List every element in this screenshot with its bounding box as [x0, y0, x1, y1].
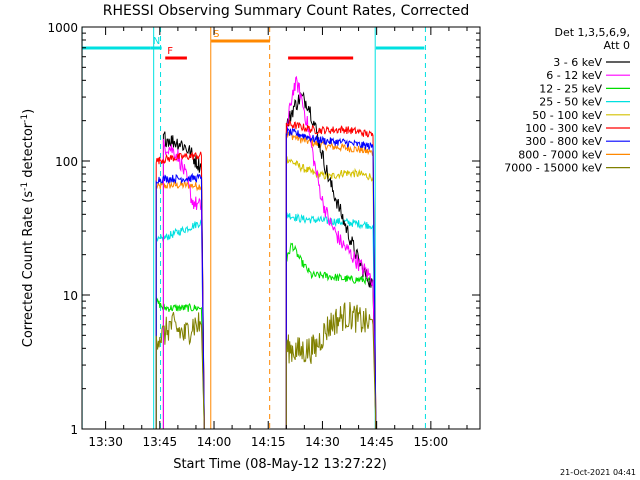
series-line-50-100-kev	[285, 156, 377, 430]
state-bar-label: N	[153, 36, 160, 47]
legend-entry-label: 300 - 800 keV	[525, 135, 602, 148]
y-axis-label-sup2: -1	[20, 114, 30, 123]
y-axis-label-sup1: -1	[20, 182, 30, 191]
legend-header-detectors: Det 1,3,5,6,9,	[554, 26, 630, 39]
legend-entry-label: 25 - 50 keV	[539, 96, 602, 109]
legend-entry-label: 12 - 25 keV	[539, 82, 602, 95]
y-tick-label: 1000	[47, 21, 78, 35]
x-tick-label: 14:15	[251, 435, 286, 449]
legend-entry-label: 50 - 100 keV	[532, 109, 602, 122]
y-axis-label: Corrected Count Rate (s-1 detector-1)	[20, 109, 36, 347]
legend-entry-label: 800 - 7000 keV	[518, 148, 602, 161]
series-line-7000-15000-kev	[285, 301, 377, 430]
series-line-300-800-kev	[155, 172, 205, 430]
x-tick-label: 14:45	[359, 435, 394, 449]
x-axis-label: Start Time (08-May-12 13:27:22)	[173, 457, 387, 472]
series-line-12-25-kev	[285, 242, 377, 430]
state-bars: N S F	[82, 29, 425, 60]
plot-frame	[81, 26, 481, 430]
state-bar-label: F	[167, 46, 173, 57]
legend-entry-label: 6 - 12 keV	[546, 69, 602, 82]
chart-title: RHESSI Observing Summary Count Rates, Co…	[103, 3, 469, 19]
x-axis-ticks: 13:30 13:45 14:00 14:15 14:30 14:45 15:00	[88, 27, 468, 449]
y-tick-label: 100	[55, 155, 78, 169]
series-line-300-800-kev	[285, 127, 377, 430]
x-tick-label: 13:30	[88, 435, 123, 449]
x-tick-label: 14:30	[305, 435, 340, 449]
series-lines	[155, 75, 377, 430]
y-axis-ticks: 1 10 100 1000	[47, 21, 480, 437]
y-axis-label-main: Corrected Count Rate (s	[21, 191, 36, 348]
x-tick-label: 15:00	[414, 435, 449, 449]
y-tick-label: 1	[70, 423, 78, 437]
series-line-6-12-kev	[285, 75, 377, 430]
x-tick-label: 13:45	[143, 435, 178, 449]
legend-header-attenuator: Att 0	[604, 39, 630, 52]
state-bar-label: S	[213, 29, 219, 40]
series-line-7000-15000-kev	[155, 312, 205, 430]
y-tick-label: 10	[63, 289, 78, 303]
series-line-100-300-kev	[155, 151, 205, 430]
legend-entry-label: 7000 - 15000 keV	[504, 162, 602, 175]
series-line-6-12-kev	[162, 138, 205, 430]
series-line-800-7000-kev	[285, 130, 377, 430]
y-axis-label-mid: detector	[21, 122, 36, 182]
legend-entry-label: 100 - 300 keV	[525, 122, 602, 135]
x-tick-label: 14:00	[197, 435, 232, 449]
series-line-100-300-kev	[285, 118, 377, 430]
generation-timestamp: 21-Oct-2021 04:41	[560, 468, 636, 477]
series-line-3-6-kev	[162, 131, 205, 430]
y-axis-label-end: )	[21, 109, 36, 114]
legend-entry-label: 3 - 6 keV	[553, 56, 602, 69]
